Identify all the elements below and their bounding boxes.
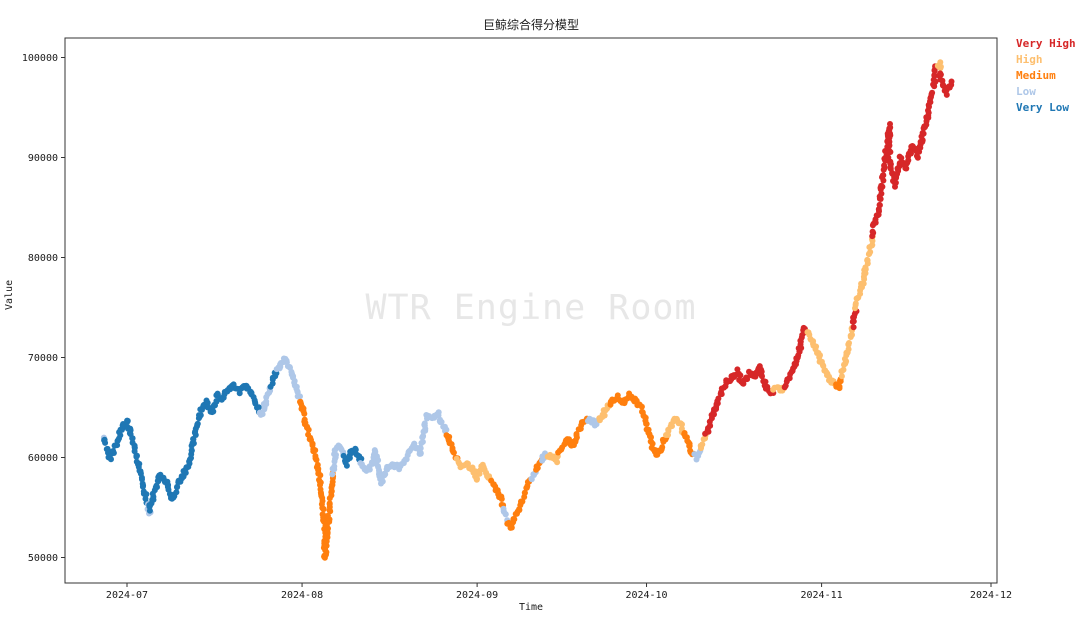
- x-tick-label: 2024-08: [281, 590, 323, 601]
- legend-item-medium: Medium: [1016, 69, 1056, 82]
- chart-title: 巨鲸综合得分模型: [482, 18, 579, 32]
- y-tick-label: 90000: [28, 153, 58, 164]
- y-axis-label: Value: [4, 279, 15, 310]
- legend-item-very-high: Very High: [1016, 37, 1076, 50]
- legend-item-low: Low: [1016, 85, 1036, 98]
- x-tick-label: 2024-12: [970, 590, 1012, 601]
- y-tick-label: 70000: [28, 353, 58, 364]
- watermark: WTR Engine Room: [365, 288, 697, 328]
- x-tick-label: 2024-10: [625, 590, 667, 601]
- x-tick-label: 2024-11: [801, 590, 843, 601]
- y-tick-label: 60000: [28, 453, 58, 464]
- scatter-points: [100, 59, 955, 561]
- x-tick-label: 2024-09: [456, 590, 498, 601]
- y-tick-label: 100000: [22, 53, 58, 64]
- legend: Very High High Medium Low Very Low: [1016, 36, 1076, 116]
- x-tick-label: 2024-07: [106, 590, 148, 601]
- x-axis-label: Time: [518, 602, 544, 613]
- legend-item-high: High: [1016, 53, 1043, 66]
- y-tick-label: 50000: [28, 553, 58, 564]
- y-tick-label: 80000: [28, 253, 58, 264]
- legend-item-very-low: Very Low: [1016, 101, 1069, 114]
